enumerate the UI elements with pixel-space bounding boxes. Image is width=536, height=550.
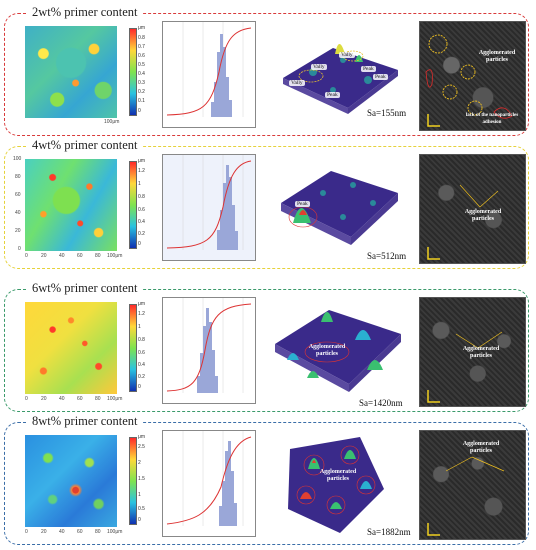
3d-surface: Agglomerated particles <box>267 300 407 400</box>
panel-title: 6wt% primer content <box>27 281 143 295</box>
panel-2wt: 2wt% primer content μm 0.8 0.7 0.6 0.5 0… <box>4 5 529 136</box>
3d-surface: Vally Peak Vally Peak Peak Vally <box>273 30 403 120</box>
surf-label: Peak <box>295 201 310 207</box>
height-histogram <box>162 430 256 537</box>
sem-label: Agglomerated particles <box>478 50 516 63</box>
color-bar <box>129 28 137 116</box>
surf-label: Vally <box>289 80 305 86</box>
x-unit: 100μm <box>107 253 123 259</box>
cb-unit: μm <box>138 434 146 440</box>
sem-label: Agglomerated particles <box>462 441 500 454</box>
panel-8wt: 8wt% primer content μm 2.5 2 1.5 1 0.5 0… <box>4 414 529 545</box>
height-map <box>25 159 117 251</box>
color-bar <box>129 304 137 392</box>
sem-image: Agglomerated particles <box>419 154 526 264</box>
surf-label: Agglomerated particles <box>308 344 346 357</box>
3d-surface: Peak <box>273 163 403 253</box>
panel-title: 4wt% primer content <box>27 138 143 152</box>
surf-label: Agglomerated particles <box>319 469 357 482</box>
sem-image: Agglomerated particles <box>419 297 526 407</box>
panel-6wt: 6wt% primer content μm 1.2 1 0.8 0.6 0.4… <box>4 281 529 412</box>
surf-label: Peak <box>325 92 340 98</box>
height-histogram <box>162 21 256 128</box>
3d-surface: Agglomerated particles <box>280 429 390 539</box>
panel-title: 2wt% primer content <box>27 5 143 19</box>
sa-value: Sa=1882nm <box>367 527 411 537</box>
surf-label: Peak <box>361 66 376 72</box>
cb-unit: μm <box>138 158 146 164</box>
sem-image: Agglomerated particles <box>419 430 526 540</box>
surf-label: Vally <box>339 52 355 58</box>
cb-unit: μm <box>138 301 146 307</box>
height-map <box>25 435 117 527</box>
color-bar <box>129 161 137 249</box>
height-map <box>25 302 117 394</box>
panel-4wt: 4wt% primer content μm 1.2 1 0.8 0.6 0.4… <box>4 138 529 269</box>
height-histogram <box>162 154 256 261</box>
x-unit: 100μm <box>104 119 120 125</box>
sa-value: Sa=512nm <box>367 251 407 261</box>
sem-label: Agglomerated particles <box>462 346 500 359</box>
x-unit: 100μm <box>107 396 123 402</box>
sa-value: Sa=155nm <box>367 108 407 118</box>
surf-label: Peak <box>373 74 388 80</box>
sem-label: lack of the nanoparticles adhesion <box>465 113 519 125</box>
height-histogram <box>162 297 256 404</box>
panel-title: 8wt% primer content <box>27 414 143 428</box>
sem-label: Agglomerated particles <box>464 209 502 222</box>
surf-label: Vally <box>311 64 327 70</box>
sem-image: Agglomerated particles lack of the nanop… <box>419 21 526 131</box>
x-unit: 100μm <box>107 529 123 535</box>
cb-unit: μm <box>138 25 146 31</box>
height-map <box>25 26 117 118</box>
color-bar <box>129 437 137 525</box>
sa-value: Sa=1420nm <box>359 398 403 408</box>
